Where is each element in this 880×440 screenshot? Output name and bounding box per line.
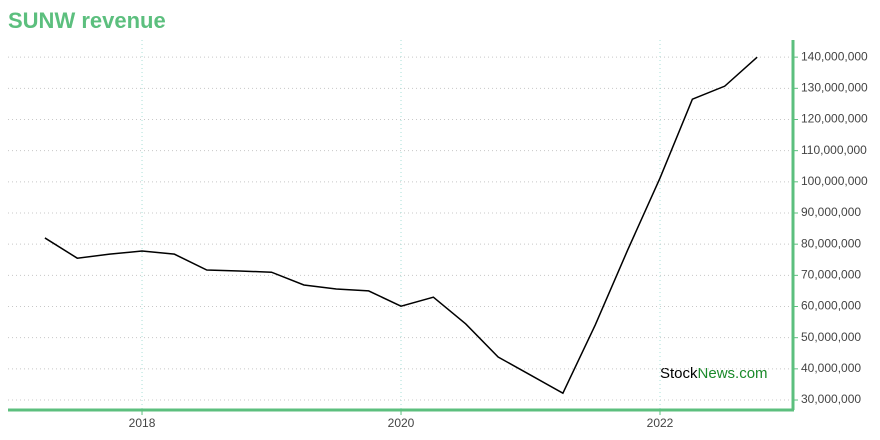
y-tick-label: 80,000,000 (801, 236, 861, 250)
y-tick-label: 110,000,000 (801, 143, 867, 157)
x-tick-label: 2020 (388, 416, 415, 430)
y-tick-label: 60,000,000 (801, 299, 861, 313)
watermark-part: News.com (698, 365, 768, 382)
y-tick-label: 100,000,000 (801, 174, 868, 188)
y-tick-label: 90,000,000 (801, 205, 861, 219)
line (44, 56, 758, 395)
watermark: StockNews.com (660, 365, 768, 382)
y-tick-label: 120,000,000 (801, 112, 868, 126)
x-tick-label: 2022 (647, 416, 674, 430)
y-tick-label: 30,000,000 (801, 392, 861, 406)
y-tick-label: 140,000,000 (801, 49, 868, 63)
x-tick-label: 2018 (129, 416, 156, 430)
watermark-part: Stock (660, 365, 698, 382)
y-tick-label: 50,000,000 (801, 330, 861, 344)
chart-title: SUNW revenue (8, 8, 166, 33)
y-tick-label: 130,000,000 (801, 80, 868, 94)
y-tick-label: 40,000,000 (801, 361, 861, 375)
y-tick-label: 70,000,000 (801, 268, 861, 282)
